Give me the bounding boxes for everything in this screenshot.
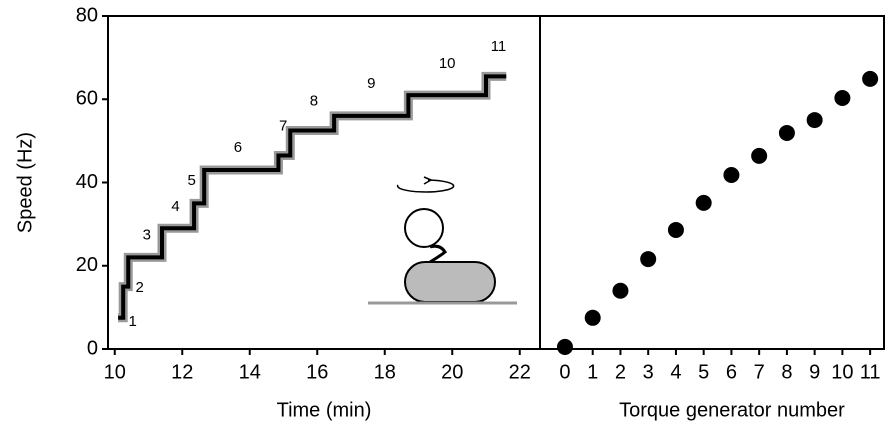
cell bbox=[404, 261, 496, 303]
x-tick-label: 20 bbox=[441, 361, 463, 383]
rotation-arrow bbox=[396, 179, 455, 193]
tether bbox=[429, 244, 447, 264]
point bbox=[584, 309, 601, 326]
point bbox=[695, 194, 712, 211]
step-label: 9 bbox=[367, 75, 375, 92]
point bbox=[667, 221, 684, 238]
step-label: 10 bbox=[439, 55, 456, 72]
x-tick-label: 5 bbox=[698, 361, 709, 383]
arrow-head bbox=[423, 176, 433, 185]
point bbox=[556, 338, 573, 355]
point bbox=[723, 167, 740, 184]
x-axis-label: Time (min) bbox=[277, 399, 372, 421]
inset-icon bbox=[368, 176, 517, 305]
x-tick-label: 11 bbox=[860, 361, 881, 383]
x-tick-label: 1 bbox=[587, 361, 598, 383]
x-tick-label: 10 bbox=[104, 361, 126, 383]
step-label: 4 bbox=[171, 198, 179, 215]
x-axis-label: Torque generator number bbox=[619, 399, 845, 421]
step-label: 1 bbox=[128, 313, 136, 330]
step-label: 7 bbox=[279, 118, 287, 135]
y-axis-label: Speed (Hz) bbox=[14, 132, 36, 233]
point bbox=[862, 70, 879, 87]
x-tick-label: 4 bbox=[670, 361, 681, 383]
x-tick-label: 12 bbox=[171, 361, 193, 383]
point bbox=[806, 112, 823, 129]
x-tick-label: 18 bbox=[374, 361, 396, 383]
step-line bbox=[118, 74, 507, 320]
step-label: 8 bbox=[310, 93, 318, 110]
point bbox=[612, 282, 629, 299]
step-label: 5 bbox=[188, 172, 196, 189]
x-tick-label: 16 bbox=[306, 361, 328, 383]
x-tick-label: 3 bbox=[643, 361, 654, 383]
x-tick-label: 9 bbox=[809, 361, 820, 383]
point bbox=[834, 90, 851, 107]
x-tick-label: 22 bbox=[509, 361, 531, 383]
step-label: 11 bbox=[491, 38, 507, 55]
step-label: 3 bbox=[143, 227, 151, 244]
x-tick-label: 10 bbox=[831, 361, 853, 383]
step-label: 2 bbox=[136, 279, 144, 296]
x-tick-label: 2 bbox=[615, 361, 626, 383]
x-tick-label: 0 bbox=[559, 361, 570, 383]
y-tick-label: 80 bbox=[76, 4, 98, 26]
plot-frame bbox=[539, 15, 885, 350]
x-tick-label: 14 bbox=[239, 361, 261, 383]
x-tick-label: 6 bbox=[726, 361, 737, 383]
step-label: 6 bbox=[234, 139, 242, 156]
x-tick-label: 8 bbox=[781, 361, 792, 383]
y-tick-label: 60 bbox=[76, 88, 98, 110]
bead bbox=[404, 208, 444, 248]
point bbox=[640, 251, 657, 268]
y-tick-label: 0 bbox=[87, 337, 98, 359]
point bbox=[751, 147, 768, 164]
x-tick-label: 7 bbox=[754, 361, 765, 383]
y-tick-label: 40 bbox=[76, 171, 98, 193]
y-tick-label: 20 bbox=[76, 254, 98, 276]
point bbox=[778, 124, 795, 141]
